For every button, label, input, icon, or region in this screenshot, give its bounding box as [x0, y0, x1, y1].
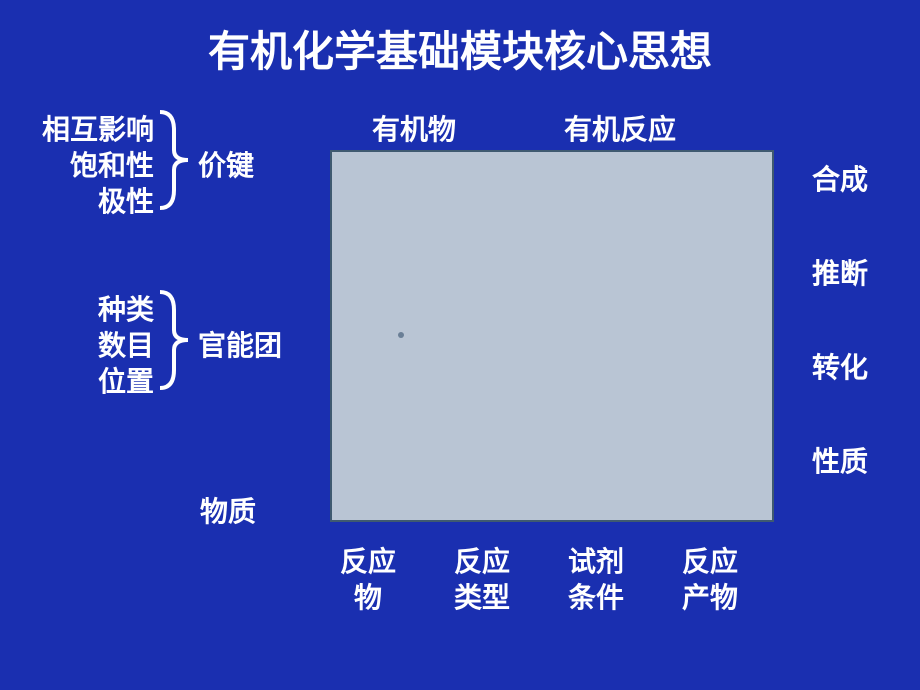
- slide-title: 有机化学基础模块核心思想: [0, 18, 920, 79]
- brace-group-1: [160, 110, 194, 210]
- label-bottom-reaction-type-l1: 反应: [454, 540, 510, 580]
- central-box: [330, 150, 774, 522]
- label-g2-count: 数目: [98, 324, 154, 364]
- label-bottom-product-l1: 反应: [682, 540, 738, 580]
- label-g2-functional-group: 官能团: [198, 324, 282, 364]
- label-top-organic-substance: 有机物: [372, 108, 456, 148]
- label-g1-mutual-influence: 相互影响: [42, 108, 154, 148]
- label-substance: 物质: [200, 490, 256, 530]
- label-bottom-reaction-type-l2: 类型: [454, 576, 510, 616]
- label-g1-bond: 价键: [198, 144, 254, 184]
- label-right-synthesis: 合成: [812, 158, 868, 198]
- label-g1-saturation: 饱和性: [70, 144, 154, 184]
- label-bottom-product-l2: 产物: [682, 576, 738, 616]
- label-g1-polarity: 极性: [98, 180, 154, 220]
- label-bottom-reactant-l1: 反应: [340, 540, 396, 580]
- label-right-properties: 性质: [812, 440, 868, 480]
- label-bottom-reagent-l2: 条件: [568, 576, 624, 616]
- label-bottom-reagent-l1: 试剂: [568, 540, 624, 580]
- label-g2-position: 位置: [98, 360, 154, 400]
- label-right-inference: 推断: [812, 252, 868, 292]
- label-right-conversion: 转化: [812, 346, 868, 386]
- label-g2-type: 种类: [98, 288, 154, 328]
- label-top-organic-reaction: 有机反应: [564, 108, 676, 148]
- center-dot: [398, 332, 404, 338]
- brace-group-2: [160, 290, 194, 390]
- label-bottom-reactant-l2: 物: [354, 576, 382, 616]
